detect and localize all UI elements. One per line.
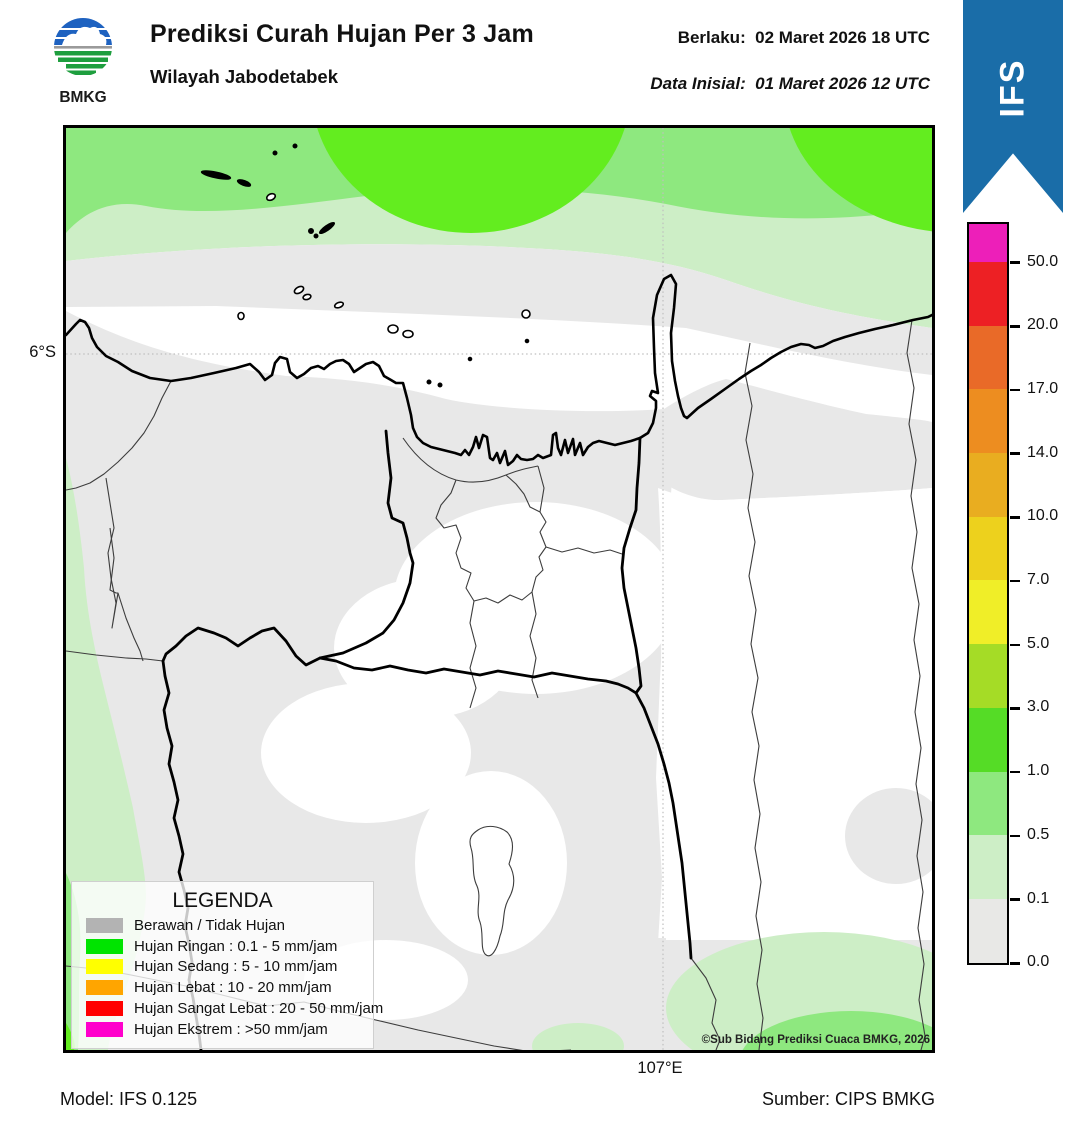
graticule — [66, 128, 932, 1050]
forecast-map: LEGENDA Berawan / Tidak Hujan Hujan Ring… — [63, 125, 935, 1053]
colorbar-segment — [969, 453, 1007, 517]
legend-title: LEGENDA — [172, 889, 273, 912]
page-subtitle: Wilayah Jabodetabek — [150, 66, 338, 87]
legend-item-label: Berawan / Tidak Hujan — [134, 916, 285, 934]
colorbar-tick — [1010, 898, 1020, 901]
colorbar-tick-label: 50.0 — [1027, 252, 1059, 270]
legend-item-berawan: Berawan / Tidak Hujan — [86, 917, 373, 934]
model-info: Model: IFS 0.125 — [60, 1089, 198, 1109]
map-legend: LEGENDA Berawan / Tidak Hujan Hujan Ring… — [71, 881, 383, 1049]
colorbar-tick — [1010, 579, 1020, 583]
legend-item-label: Hujan Lebat : 10 - 20 mm/jam — [134, 979, 332, 997]
legend-item-ekstrem: Hujan Ekstrem : >50 mm/jam — [86, 1021, 373, 1038]
colorbar-tick-label: 10.0 — [1027, 507, 1059, 525]
colorbar-segment — [969, 262, 1007, 326]
colorbar-tick — [1010, 452, 1020, 455]
legend-item-lebat: Hujan Lebat : 10 - 20 mm/jam — [86, 979, 373, 996]
map-canvas — [66, 128, 932, 1050]
legend-item-label: Hujan Sedang : 5 - 10 mm/jam — [134, 958, 338, 976]
colorbar-tick-label: 0.0 — [1027, 953, 1050, 971]
bmkg-logo: BMKG — [54, 18, 112, 106]
colorbar-segment — [969, 389, 1007, 454]
valid-time-label: Berlaku: 02 Maret 2026 18 UTC — [677, 28, 930, 47]
colorbar-segment — [969, 898, 1007, 963]
colorbar-segment — [969, 224, 1007, 262]
colorbar-tick — [1010, 643, 1020, 646]
colorbar-segment — [969, 516, 1007, 581]
colorbar-tick — [1010, 516, 1020, 519]
model-ribbon-label: IFS — [993, 58, 1032, 118]
legend-item-label: Hujan Ringan : 0.1 - 5 mm/jam — [134, 937, 338, 955]
colorbar-tick — [1010, 325, 1020, 328]
colorbar-tick — [1010, 834, 1020, 838]
legend-swatch-yellow — [86, 959, 123, 975]
source-info: Sumber: CIPS BMKG — [761, 1089, 935, 1109]
colorbar-tick — [1010, 388, 1020, 392]
legend-swatch-red — [86, 1000, 123, 1016]
legend-item-label: Hujan Ekstrem : >50 mm/jam — [134, 1020, 328, 1038]
colorbar-gradient — [967, 222, 1009, 965]
latitude-label: 6°S — [29, 343, 56, 361]
legend-item-label: Hujan Sangat Lebat : 20 - 50 mm/jam — [134, 999, 384, 1017]
colorbar-tick — [1010, 261, 1020, 264]
colorbar-tick-label: 17.0 — [1027, 379, 1059, 397]
legend-item-sangat-lebat: Hujan Sangat Lebat : 20 - 50 mm/jam — [86, 1000, 383, 1017]
colorbar-tick — [1010, 770, 1020, 774]
colorbar-tick-label: 7.0 — [1027, 571, 1050, 588]
colorbar-segment — [969, 707, 1007, 772]
coastline — [66, 273, 932, 467]
legend-item-sedang: Hujan Sedang : 5 - 10 mm/jam — [86, 958, 373, 975]
legend-swatch-gray — [86, 917, 123, 933]
islands — [200, 143, 531, 388]
model-ribbon: IFS — [963, 0, 1063, 213]
colorbar-segment — [969, 644, 1007, 708]
colorbar-tick-label: 5.0 — [1027, 634, 1050, 652]
colorbar-tick-label: 0.5 — [1027, 825, 1050, 843]
legend-swatch-orange — [86, 980, 123, 996]
legend-swatch-green — [86, 938, 123, 954]
bmkg-logo-text: BMKG — [59, 89, 106, 106]
colorbar-segment — [969, 835, 1007, 899]
colorbar-tick-label: 1.0 — [1027, 762, 1050, 780]
colorbar-tick-label: 14.0 — [1027, 443, 1059, 461]
colorbar-tick — [1010, 962, 1020, 965]
longitude-label: 107°E — [637, 1059, 683, 1077]
rain-zones — [66, 128, 932, 1050]
page-title: Prediksi Curah Hujan Per 3 Jam — [150, 20, 534, 48]
copyright-note: ©Sub Bidang Prediksi Cuaca BMKG, 2026 — [701, 1034, 930, 1046]
colorbar-segment — [969, 580, 1007, 645]
rainfall-colorbar: 50.0 20.0 17.0 14.0 10.0 7.0 5.0 3.0 1.0 0.5 0.1 0.… — [967, 222, 1067, 970]
colorbar-tick-label: 3.0 — [1027, 698, 1050, 716]
initial-data-label: Data Inisial: 01 Maret 2026 12 UTC — [650, 74, 930, 93]
colorbar-segment — [969, 771, 1007, 836]
colorbar-tick-label: 20.0 — [1027, 316, 1059, 334]
colorbar-tick — [1010, 707, 1020, 710]
colorbar-tick-label: 0.1 — [1027, 889, 1050, 907]
legend-item-ringan: Hujan Ringan : 0.1 - 5 mm/jam — [86, 938, 373, 955]
legend-swatch-magenta — [86, 1021, 123, 1037]
colorbar-segment — [969, 325, 1007, 390]
reservoir-outline — [469, 825, 515, 957]
